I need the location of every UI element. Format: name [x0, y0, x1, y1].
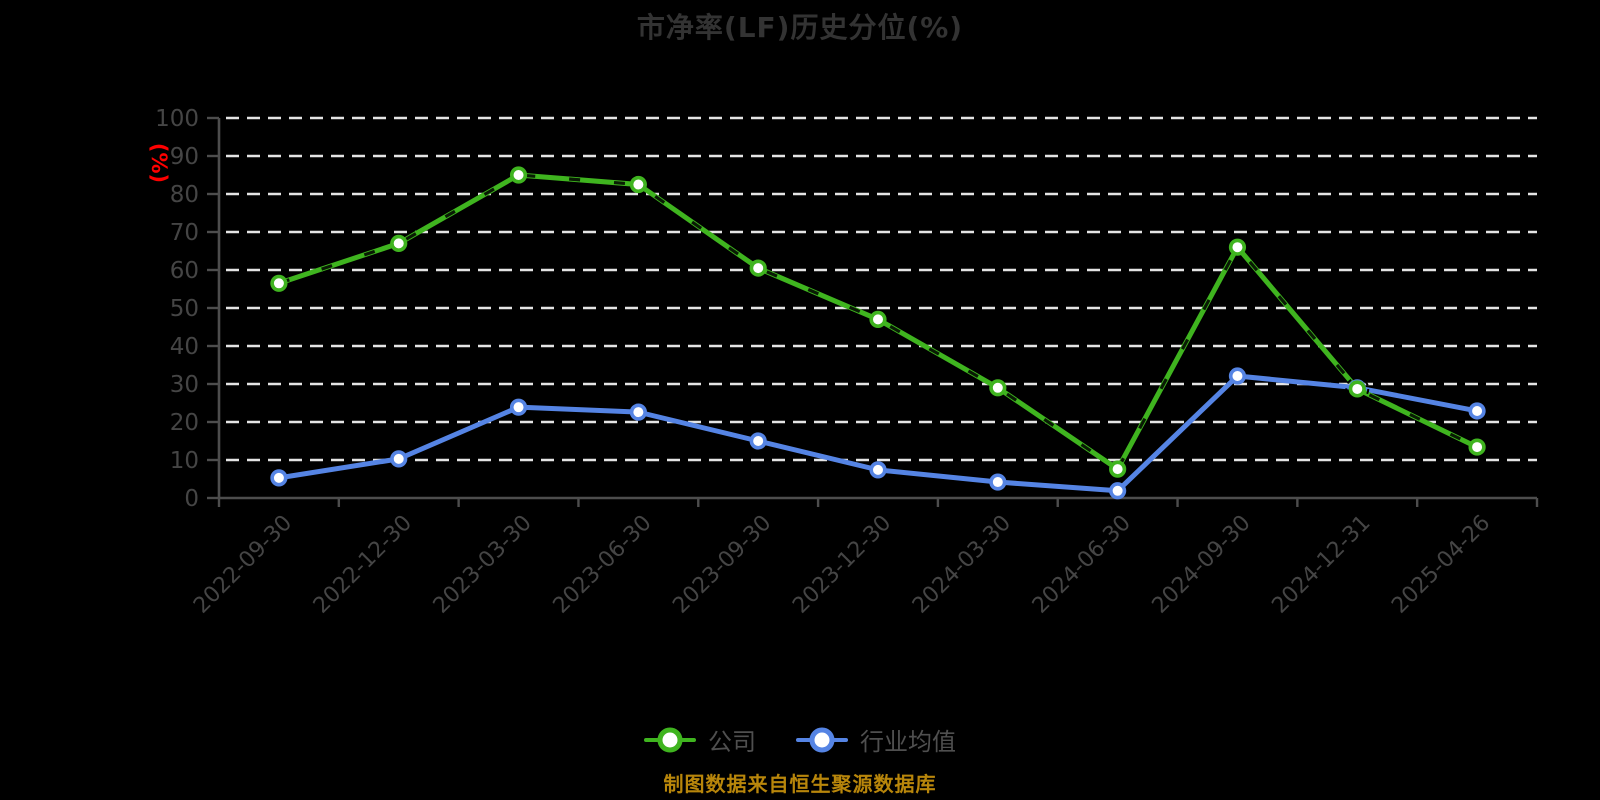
industry-average-data-point — [1109, 482, 1127, 500]
x-tick-label: 2023-03-30 — [429, 511, 537, 619]
company-data-point — [749, 259, 767, 277]
source-note: 制图数据来自恒生聚源数据库 — [663, 772, 937, 796]
y-tick-label: 20 — [170, 410, 199, 436]
x-tick-label: 2023-09-30 — [668, 511, 776, 619]
industry-average-data-point — [989, 473, 1007, 491]
y-tick-label: 100 — [155, 106, 199, 132]
x-tick-label: 2022-09-30 — [189, 511, 297, 619]
legend-item-company[interactable]: 公司 — [644, 722, 756, 757]
industry-average-data-point — [629, 403, 647, 421]
industry-average-data-point — [1468, 402, 1486, 420]
industry-average-data-point — [270, 469, 288, 487]
industry-average-data-point — [390, 450, 408, 468]
company-data-point — [270, 274, 288, 292]
legend: 公司 行业均值 — [0, 722, 1600, 757]
industry-average-legend-marker-icon — [796, 727, 848, 753]
industry-average-data-point — [749, 432, 767, 450]
company-legend-marker-icon — [644, 727, 696, 753]
x-tick-label: 2024-03-30 — [908, 511, 1016, 619]
company-data-point — [629, 175, 647, 194]
legend-label-company: 公司 — [708, 728, 756, 756]
y-tick-label: 0 — [184, 486, 199, 512]
y-tick-label: 10 — [170, 448, 199, 474]
y-tick-label: 40 — [170, 334, 199, 360]
x-tick-label: 2024-12-31 — [1267, 511, 1375, 619]
company-data-point — [1109, 460, 1127, 478]
y-axis-unit-label: (%) — [147, 143, 171, 183]
company-data-point — [869, 310, 887, 329]
x-tick-label: 2024-06-30 — [1028, 511, 1136, 619]
y-tick-label: 50 — [170, 296, 199, 322]
company-data-point — [989, 379, 1007, 397]
x-tick-label: 2022-12-30 — [309, 511, 417, 619]
x-tick-label: 2025-04-26 — [1387, 511, 1495, 619]
x-tick-label: 2023-06-30 — [549, 511, 657, 619]
industry-average-data-point — [1228, 367, 1247, 385]
x-tick-label: 2023-12-30 — [788, 511, 896, 619]
company-data-point — [509, 166, 528, 184]
company-data-point — [1228, 238, 1247, 256]
x-tick-label: 2024-09-30 — [1148, 511, 1256, 619]
legend-item-industry-average[interactable]: 行业均值 — [796, 722, 956, 757]
legend-label-industry-average: 行业均值 — [860, 728, 956, 756]
company-data-point — [1468, 438, 1486, 456]
company-data-point — [1348, 380, 1366, 398]
y-tick-label: 90 — [170, 144, 199, 170]
y-tick-label: 30 — [170, 372, 199, 398]
y-tick-label: 80 — [170, 182, 199, 208]
plot-area: 0 10 20 30 40 50 60 70 80 90 100 2022-09-30 2022-12-… — [147, 106, 1539, 619]
y-tick-label: 70 — [170, 220, 199, 246]
company-marker-dash-ring — [1345, 376, 1370, 401]
chart-title: 市净率(LF)历史分位(%) — [636, 11, 964, 44]
company-data-point — [390, 234, 408, 252]
industry-average-data-point — [509, 398, 528, 416]
industry-average-data-point — [869, 461, 887, 479]
y-tick-label: 60 — [170, 258, 199, 284]
